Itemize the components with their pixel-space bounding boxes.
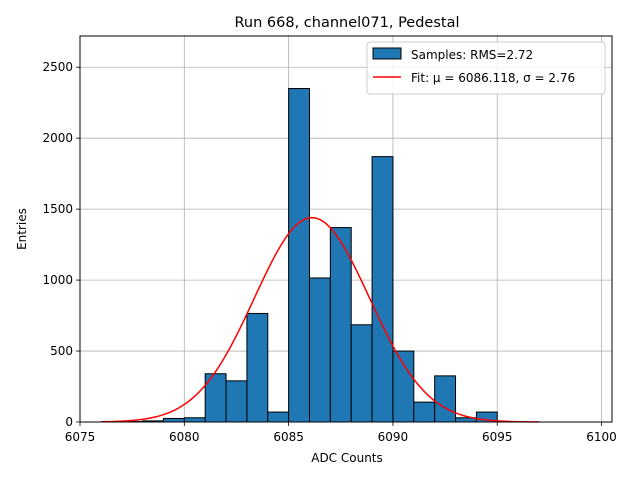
y-axis-label: Entries <box>15 208 29 250</box>
x-tick-label: 6080 <box>169 430 200 444</box>
y-tick-label: 0 <box>65 415 73 429</box>
histogram-bar <box>392 350 415 423</box>
y-axis-ticks: 0 500 1000 1500 2000 2500 <box>42 60 80 429</box>
x-tick-label: 6085 <box>273 430 304 444</box>
x-tick-label: 6075 <box>65 430 96 444</box>
histogram-bar <box>350 324 373 423</box>
histogram-bar <box>308 277 331 423</box>
legend: Samples: RMS=2.72 Fit: μ = 6086.118, σ =… <box>366 41 606 95</box>
histogram-bar <box>246 312 269 423</box>
axes-frame <box>79 35 613 423</box>
histogram-bar <box>413 401 436 423</box>
y-tick-label: 2000 <box>42 131 73 145</box>
x-axis-ticks: 6075 6080 6085 6090 6095 6100 <box>65 422 617 444</box>
chart-title: Run 668, channel071, Pedestal <box>234 15 459 31</box>
histogram-bar <box>162 417 185 423</box>
x-tick-label: 6090 <box>378 430 409 444</box>
legend-fit-label: Fit: μ = 6086.118, σ = 2.76 <box>411 71 575 85</box>
histogram-bar <box>434 375 457 423</box>
x-tick-label: 6100 <box>586 430 617 444</box>
x-axis-label: ADC Counts <box>311 451 383 465</box>
histogram-bar <box>267 411 290 423</box>
legend-samples-swatch <box>372 47 402 60</box>
y-tick-label: 2500 <box>42 60 73 74</box>
gaussian-fit-curve <box>100 216 539 423</box>
legend-samples-label: Samples: RMS=2.72 <box>411 48 533 62</box>
histogram-bar <box>183 417 206 423</box>
y-tick-label: 500 <box>50 344 73 358</box>
histogram-bar <box>288 88 310 423</box>
histogram-bar <box>225 380 248 423</box>
histogram-bar <box>329 227 352 423</box>
histogram-bar <box>371 156 394 423</box>
histogram-bars <box>121 88 498 423</box>
x-tick-label: 6095 <box>482 430 513 444</box>
y-tick-label: 1500 <box>42 202 73 216</box>
y-tick-label: 1000 <box>42 273 73 287</box>
legend-box <box>366 41 606 95</box>
